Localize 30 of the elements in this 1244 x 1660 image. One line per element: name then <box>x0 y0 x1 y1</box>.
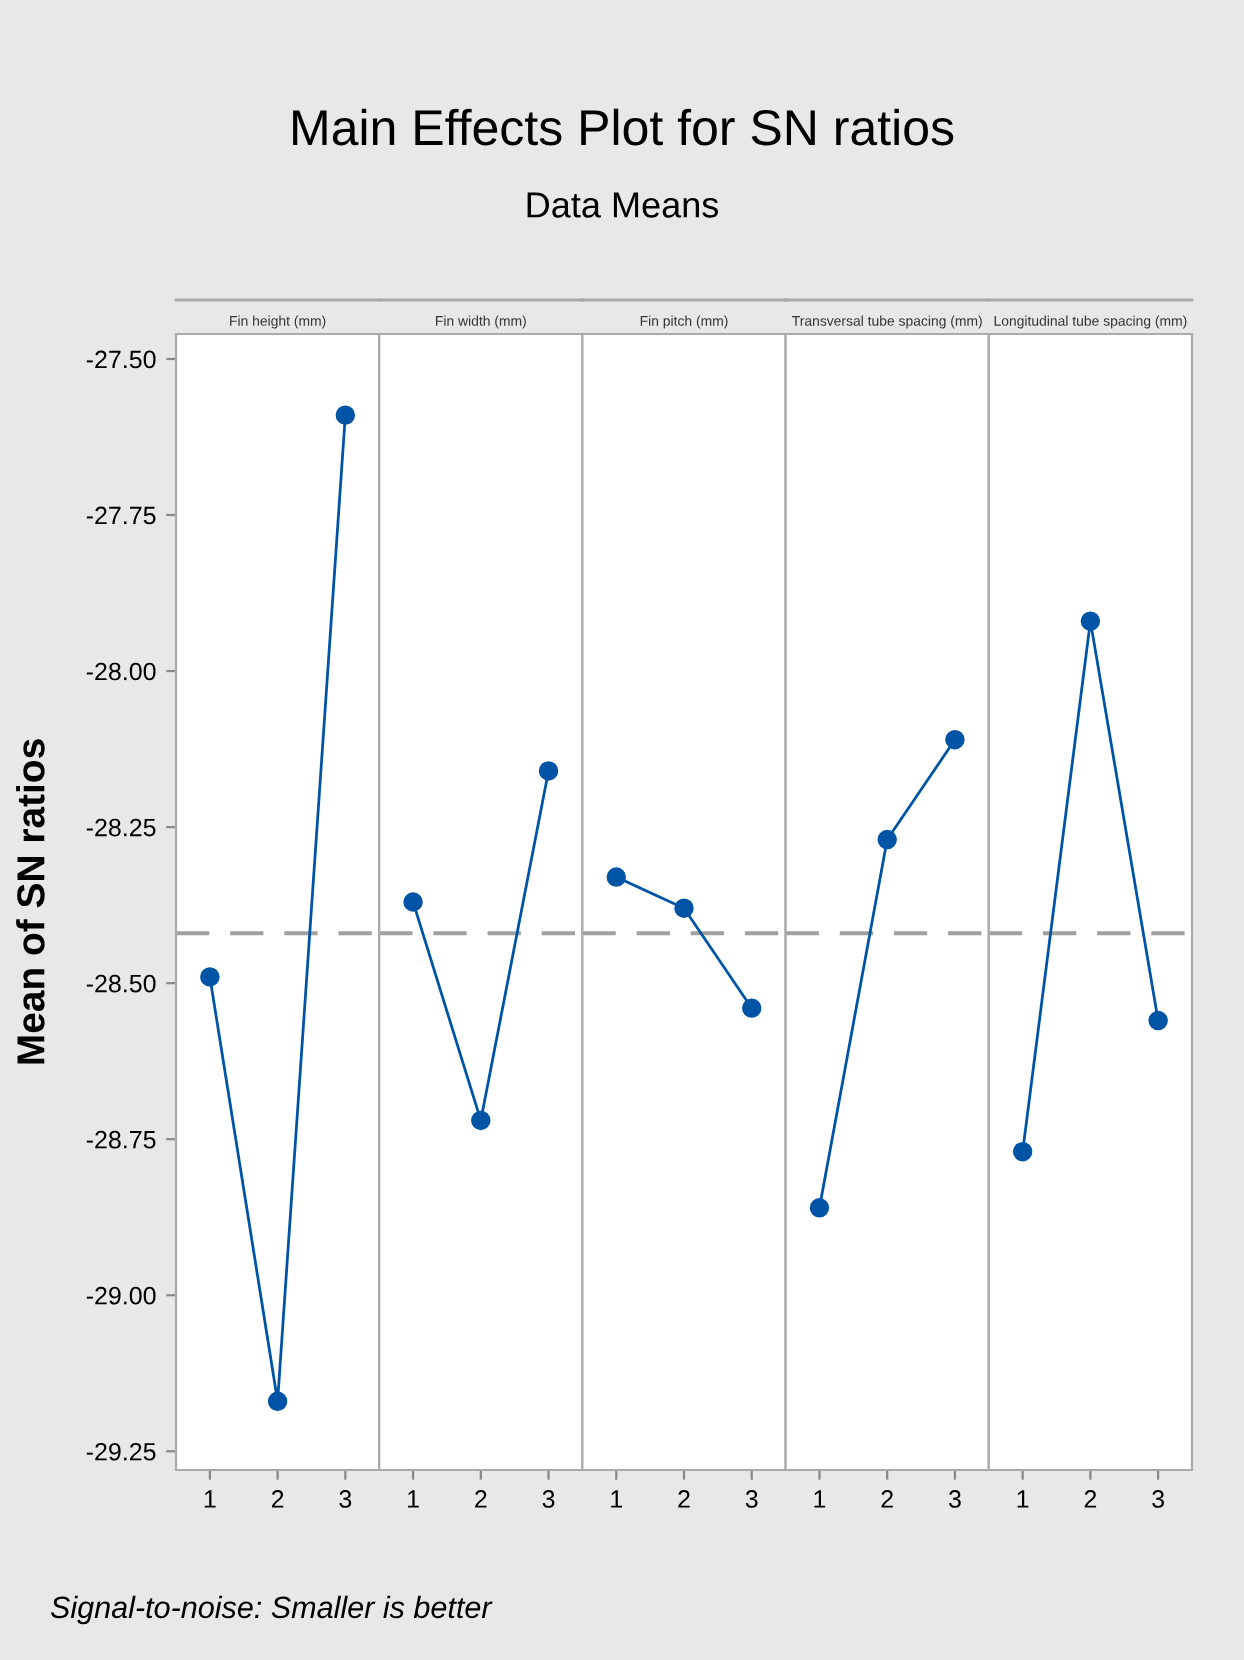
x-tick-label: 1 <box>611 1490 622 1508</box>
x-tick-label: 2 <box>1084 1490 1097 1508</box>
y-tick-label: -27.50 <box>86 350 156 369</box>
x-tick-label: 1 <box>408 1490 419 1508</box>
x-tick-label: 1 <box>1017 1490 1029 1508</box>
y-tick-label: -28.50 <box>86 974 156 993</box>
x-tick-label: 3 <box>745 1490 758 1508</box>
text: Signal-to-noise: Smaller is better <box>50 1595 493 1625</box>
y-tick-label: -28.00 <box>86 662 156 681</box>
point <box>200 967 220 987</box>
point <box>267 1391 288 1412</box>
y-axis-title: Mean of SN ratios <box>16 739 45 1064</box>
x-tick-label: 2 <box>475 1490 487 1508</box>
x-tick-label: 2 <box>678 1490 690 1508</box>
y-tick-label: -28.25 <box>86 818 156 837</box>
x-tick-label: 3 <box>542 1490 555 1508</box>
y-tick-label: -28.75 <box>86 1130 156 1149</box>
y-tick-label: -29.25 <box>86 1442 156 1461</box>
x-tick-label: 3 <box>339 1490 352 1508</box>
x-tick-label: 2 <box>881 1490 893 1508</box>
chart-subtitle: Data Means <box>527 192 719 218</box>
point <box>335 405 356 425</box>
x-tick-label: 1 <box>814 1490 826 1508</box>
x-tick-label: 2 <box>271 1490 284 1508</box>
x-tick-label: 1 <box>204 1490 216 1508</box>
y-tick-label: -27.75 <box>86 506 156 525</box>
x-tick-label: 3 <box>948 1490 961 1508</box>
x-tick-label: 3 <box>1152 1490 1164 1508</box>
y-tick-label: -29.00 <box>86 1286 156 1305</box>
chart-title: Main Effects Plot for SN ratios <box>293 108 954 146</box>
